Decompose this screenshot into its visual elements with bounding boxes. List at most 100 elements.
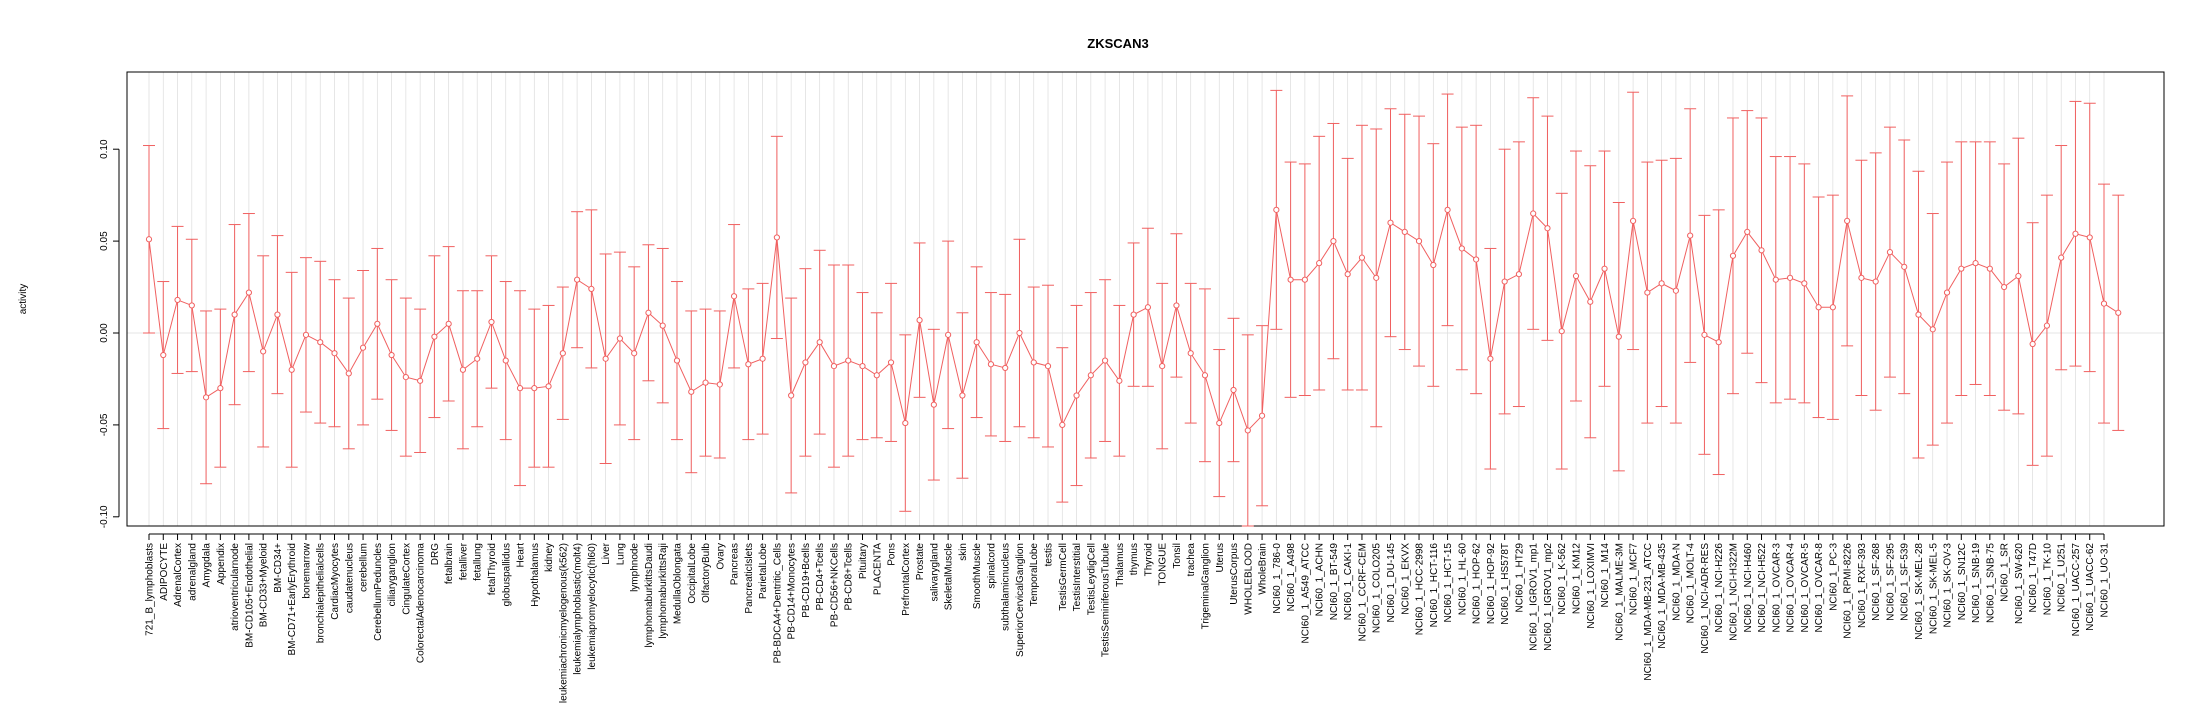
x-tick-label: Pancreas (730, 543, 741, 585)
data-point (417, 377, 424, 384)
data-point (1116, 377, 1123, 384)
x-tick-label: subthalamicnucleus (1001, 543, 1012, 631)
data-point (459, 366, 467, 373)
x-tick-label: NCI60_1_HCC-2998 (1415, 543, 1426, 636)
data-point (1701, 331, 1708, 338)
x-tick-label: NCI60_1_A549_ATCC (1300, 543, 1311, 643)
x-tick-label: NCI60_1_PC-3 (1828, 543, 1839, 611)
data-point (631, 350, 638, 357)
x-tick-label: WHOLEBLOOD (1243, 543, 1254, 615)
x-tick-label: NCI60_1_RPMI-8226 (1843, 543, 1854, 639)
data-point (773, 234, 780, 241)
data-point (2058, 254, 2065, 261)
x-tick-label: Tonsil (1172, 543, 1183, 569)
x-tick-label: Appendix (216, 543, 227, 585)
y-tick-label: 0.05 (99, 231, 110, 251)
data-point (174, 296, 181, 304)
data-point (930, 401, 937, 408)
data-point (759, 355, 766, 362)
x-tick-label: NCI60_1_BT-549 (1329, 543, 1340, 621)
x-tick-label: DRG (430, 543, 441, 565)
x-tick-label: Thyroid (1143, 543, 1154, 576)
data-point (1444, 206, 1451, 213)
x-tick-label: NCI60_1_CCRF-CEM (1357, 543, 1368, 641)
x-tick-label: lymphomaburkittsRaji (658, 543, 669, 639)
data-point (645, 309, 652, 316)
x-tick-label: NCI60_1_MDA-N (1671, 543, 1682, 621)
data-point (1330, 238, 1337, 245)
data-point (345, 370, 352, 377)
data-points (145, 206, 2122, 434)
x-tick-label: leukemiachronicmyelogenous(k562) (558, 543, 569, 703)
y-tick-label: 0.10 (99, 139, 110, 159)
x-tick-label: NCI60_1_SNB-19 (1971, 543, 1982, 623)
data-point (688, 388, 695, 395)
data-point (2015, 272, 2022, 280)
data-point (516, 385, 524, 392)
x-tick-label: SkeletalMuscle (944, 543, 955, 611)
x-tick-label: NCI60_1_MDA-MB-231_ATCC (1643, 543, 1654, 681)
data-point (1672, 287, 1679, 294)
x-tick-label: TestisSeminiferousTubule (1101, 543, 1112, 658)
x-tick-label: NCI60_1_CAKI-1 (1343, 543, 1354, 621)
x-tick-label: Uterus (1215, 543, 1226, 572)
x-tick-label: NCI60_1_COLO205 (1372, 543, 1383, 633)
data-point (2100, 300, 2108, 307)
data-point (659, 322, 666, 329)
data-point (2115, 309, 2122, 316)
data-point (616, 335, 624, 342)
data-point (802, 359, 809, 366)
data-point (1715, 339, 1722, 346)
x-tick-label: NCI60_1_NCI-H460 (1743, 543, 1754, 633)
x-tick-label: NCI60_1_MCF7 (1629, 543, 1640, 616)
x-tick-label: NCI60_1_786-0 (1272, 543, 1283, 614)
data-point (1687, 232, 1694, 239)
x-tick-label: NCI60_1_SW-620 (2014, 543, 2025, 624)
x-tick-label: bonemarrow (301, 542, 312, 598)
data-point (1173, 302, 1180, 309)
x-tick-label: NCI60_1_SF-539 (1900, 543, 1911, 621)
data-point (160, 351, 167, 359)
data-point (1986, 265, 1993, 272)
data-point (231, 311, 238, 318)
data-point (845, 357, 852, 364)
data-point (1644, 289, 1651, 296)
data-point (1544, 225, 1551, 232)
data-point (1358, 254, 1366, 261)
data-point (673, 357, 681, 364)
x-tick-label: cerebellum (359, 543, 370, 592)
data-point (1044, 362, 1052, 370)
x-tick-label: NCI60_1_UACC-257 (2071, 543, 2082, 637)
data-point (1786, 274, 1794, 281)
data-point (1473, 256, 1480, 263)
x-tick-label: TestisLeydigCell (1086, 543, 1097, 615)
data-point (1344, 271, 1351, 278)
data-point (488, 318, 495, 326)
x-tick-label: ParietalLobe (758, 543, 769, 600)
data-point (1915, 311, 1922, 318)
x-tick-label: leukemialymphoblastic(molt4) (573, 543, 584, 675)
data-point (1601, 265, 1608, 272)
data-point (1629, 217, 1637, 224)
x-tick-label: bronchialepithelialcells (316, 543, 327, 643)
x-tick-label: Heart (516, 543, 527, 568)
data-point (1758, 247, 1765, 254)
data-point (2001, 283, 2008, 291)
data-point (873, 372, 880, 379)
x-tick-label: NCI60_1_SK-OV-3 (1943, 543, 1954, 628)
x-tick-label: OlfactoryBulb (701, 543, 712, 603)
x-tick-label: Thalamus (1115, 543, 1126, 587)
x-tick-label: AdrenalCortex (173, 543, 184, 607)
data-point (1829, 304, 1836, 311)
x-tick-label: TemporalLobe (1029, 543, 1040, 607)
x-tick-label: Pituitary (858, 543, 869, 579)
data-point (245, 289, 252, 296)
x-tick-label: ADIPOCYTE (159, 543, 170, 601)
data-point (388, 351, 395, 359)
data-point (1016, 329, 1023, 337)
x-tick-label: BM-CD33+Myeloid (259, 543, 270, 627)
data-point (916, 317, 923, 324)
x-tick-label: NCI60_1_SR (2000, 543, 2011, 602)
x-tick-label: NCI60_1_SF-268 (1871, 543, 1882, 621)
x-tick-label: BM-CD105+Endothelial (244, 543, 255, 648)
